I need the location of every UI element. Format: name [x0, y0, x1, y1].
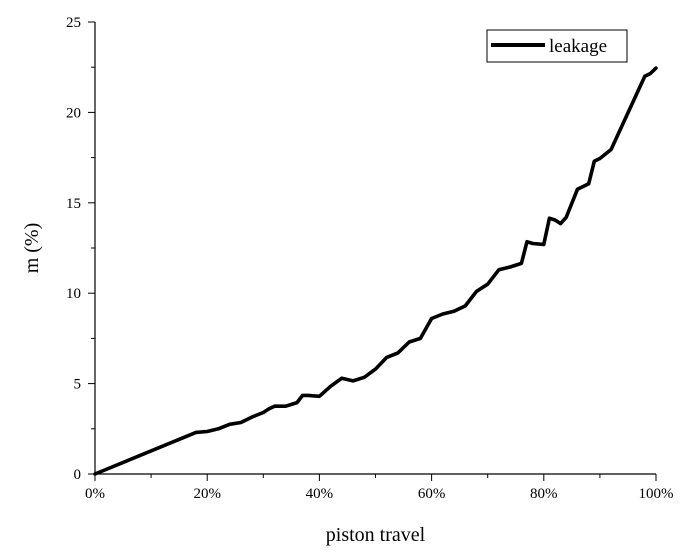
- y-tick-label: 25: [66, 15, 81, 31]
- series-line-leakage: [93, 66, 658, 476]
- x-tick-label: 20%: [193, 486, 221, 502]
- y-tick-label: 10: [66, 286, 81, 302]
- x-tick-label: 40%: [306, 486, 334, 502]
- x-tick-label: 80%: [530, 486, 558, 502]
- axes: [94, 22, 656, 475]
- y-tick-label: 15: [66, 196, 81, 212]
- legend: leakage: [486, 29, 628, 63]
- y-ticks: 0 5 10 15 20 25: [66, 15, 95, 483]
- x-tick-label: 0%: [85, 486, 105, 502]
- y-axis-title: m (%): [21, 223, 43, 274]
- x-axis-title: piston travel: [326, 524, 426, 546]
- series-layer: [93, 66, 658, 476]
- legend-label-leakage: leakage: [549, 36, 607, 57]
- x-ticks: 0% 20% 40% 60% 80% 100%: [85, 474, 674, 502]
- y-tick-label: 5: [74, 377, 82, 393]
- x-tick-label: 60%: [418, 486, 446, 502]
- x-tick-label: 100%: [639, 486, 674, 502]
- y-tick-label: 0: [74, 467, 82, 483]
- y-tick-label: 20: [66, 105, 81, 121]
